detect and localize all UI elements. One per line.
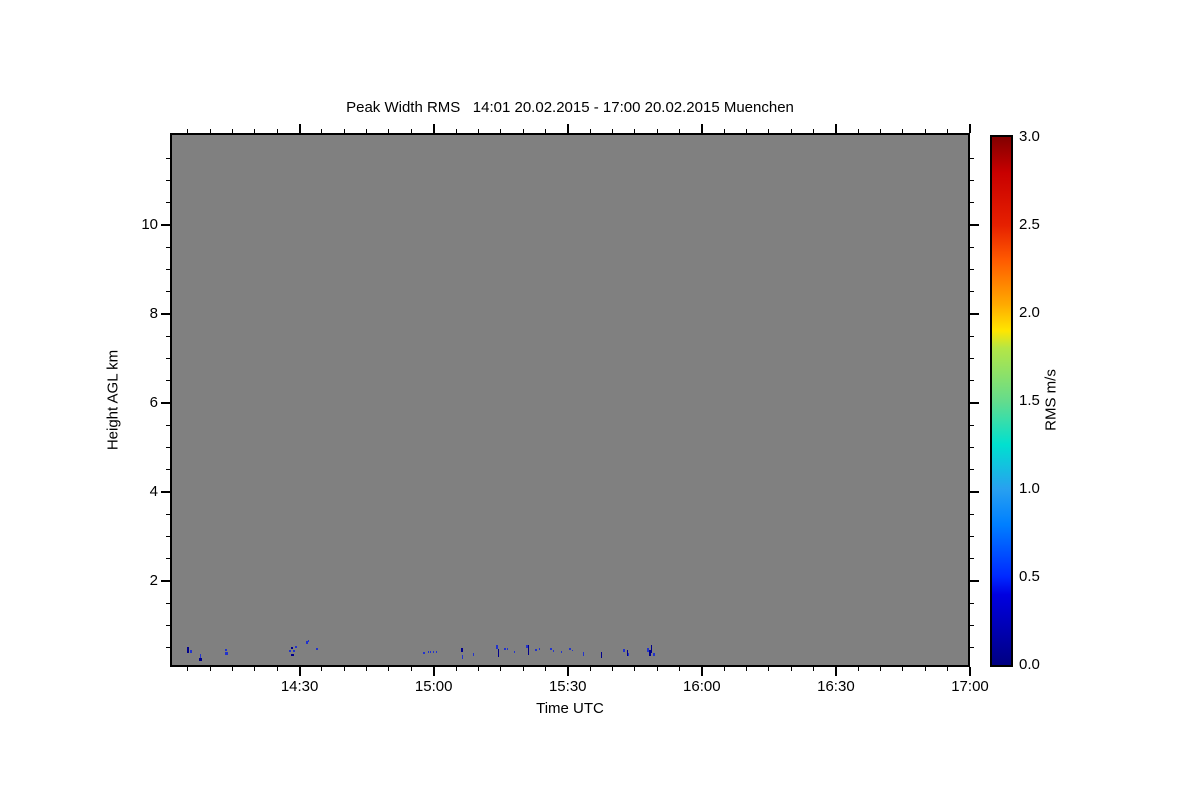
- x-major-tick-bottom: [969, 667, 971, 676]
- x-tick-label: 16:00: [683, 678, 721, 695]
- x-minor-tick-bottom: [589, 667, 591, 671]
- x-minor-tick-bottom: [947, 667, 949, 671]
- y-minor-tick-right: [970, 536, 974, 538]
- x-minor-tick-bottom: [209, 667, 211, 671]
- colorbar-tick-label: 0.5: [1019, 568, 1040, 585]
- y-minor-tick-right: [970, 380, 974, 382]
- colorbar-tick-label: 2.5: [1019, 216, 1040, 233]
- y-minor-tick-right: [970, 157, 974, 159]
- colorbar-label: RMS m/s: [1042, 369, 1060, 431]
- x-minor-tick-bottom: [790, 667, 792, 671]
- colorbar-tick-label: 1.5: [1019, 392, 1040, 409]
- x-minor-tick-bottom: [656, 667, 658, 671]
- x-major-tick-top: [700, 124, 703, 133]
- x-minor-tick-bottom: [343, 667, 345, 671]
- x-major-tick-top: [834, 124, 837, 133]
- y-major-tick-left: [161, 402, 170, 405]
- x-minor-tick-bottom: [522, 667, 524, 671]
- y-minor-tick-right: [970, 269, 974, 271]
- x-major-tick-top: [432, 124, 435, 133]
- x-minor-tick-bottom: [634, 667, 636, 671]
- x-axis-label: Time UTC: [536, 700, 604, 717]
- x-major-tick-bottom: [700, 667, 703, 676]
- x-minor-tick-bottom: [746, 667, 748, 671]
- y-minor-tick-right: [970, 558, 974, 560]
- colorbar-tick-label: 0.0: [1019, 656, 1040, 673]
- x-minor-tick-bottom: [477, 667, 479, 671]
- y-major-tick-right: [970, 402, 979, 405]
- x-minor-tick-bottom: [768, 667, 770, 671]
- colorbar-tick-label: 3.0: [1019, 128, 1040, 145]
- x-minor-tick-bottom: [678, 667, 680, 671]
- x-minor-tick-bottom: [857, 667, 859, 671]
- x-major-tick-bottom: [432, 667, 435, 676]
- x-minor-tick-bottom: [410, 667, 412, 671]
- y-minor-tick-right: [970, 246, 974, 248]
- x-major-tick-top: [566, 124, 569, 133]
- colorbar: [990, 135, 1013, 667]
- y-axis-label: Height AGL km: [104, 349, 122, 451]
- y-minor-tick-right: [970, 469, 974, 471]
- y-minor-tick-right: [970, 335, 974, 337]
- x-tick-label: 15:30: [548, 678, 587, 695]
- x-minor-tick-bottom: [880, 667, 882, 671]
- y-major-tick-right: [970, 491, 979, 494]
- x-major-tick-top: [969, 124, 971, 133]
- x-minor-tick-bottom: [813, 667, 815, 671]
- x-major-tick-bottom: [298, 667, 301, 676]
- x-minor-tick-bottom: [187, 667, 189, 671]
- x-minor-tick-bottom: [544, 667, 546, 671]
- y-minor-tick-right: [970, 447, 974, 449]
- x-minor-tick-bottom: [366, 667, 368, 671]
- y-major-tick-right: [970, 580, 979, 583]
- chart-title: Peak Width RMS 14:01 20.02.2015 - 17:00 …: [346, 99, 794, 116]
- y-major-tick-right: [970, 224, 979, 227]
- x-major-tick-bottom: [834, 667, 837, 676]
- y-minor-tick-right: [970, 625, 974, 627]
- x-tick-label: 17:00: [951, 678, 989, 695]
- x-tick-label: 14:30: [280, 678, 319, 695]
- x-major-tick-bottom: [566, 667, 569, 676]
- x-minor-tick-bottom: [455, 667, 457, 671]
- y-minor-tick-right: [970, 291, 974, 293]
- y-tick-label: 8: [149, 305, 158, 323]
- y-minor-tick-right: [970, 647, 974, 649]
- y-major-tick-left: [161, 313, 170, 316]
- y-tick-label: 10: [141, 216, 158, 234]
- colorbar-tick-label: 2.0: [1019, 304, 1040, 321]
- x-minor-tick-bottom: [254, 667, 256, 671]
- y-major-tick-right: [970, 313, 979, 316]
- x-minor-tick-bottom: [500, 667, 502, 671]
- y-minor-tick-right: [970, 202, 974, 204]
- y-minor-tick-right: [970, 602, 974, 604]
- x-minor-tick-bottom: [611, 667, 613, 671]
- y-minor-tick-right: [970, 180, 974, 182]
- x-minor-tick-bottom: [924, 667, 926, 671]
- y-minor-tick-right: [970, 358, 974, 360]
- x-minor-tick-bottom: [232, 667, 234, 671]
- x-major-tick-top: [298, 124, 301, 133]
- x-tick-label: 16:30: [817, 678, 855, 695]
- y-major-tick-left: [161, 580, 170, 583]
- y-tick-label: 2: [149, 572, 158, 590]
- x-minor-tick-bottom: [902, 667, 904, 671]
- x-tick-label: 15:00: [414, 678, 453, 695]
- x-minor-tick-bottom: [723, 667, 725, 671]
- colorbar-tick-label: 1.0: [1019, 480, 1040, 497]
- y-major-tick-left: [161, 224, 170, 227]
- x-minor-tick-bottom: [276, 667, 278, 671]
- y-major-tick-left: [161, 491, 170, 494]
- y-minor-tick-right: [970, 513, 974, 515]
- x-minor-tick-bottom: [388, 667, 390, 671]
- y-tick-label: 4: [149, 483, 158, 501]
- y-minor-tick-right: [970, 424, 974, 426]
- x-minor-tick-bottom: [321, 667, 323, 671]
- plot-area: [170, 133, 970, 667]
